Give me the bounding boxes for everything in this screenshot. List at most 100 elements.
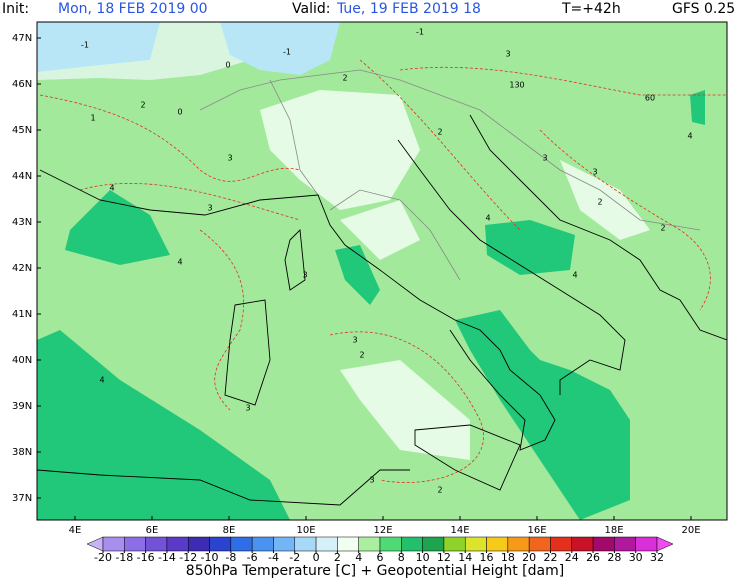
lat-label: 47N [12,33,32,44]
lon-label: 4E [69,525,82,536]
contour-label: 4 [687,132,692,141]
colorbar-bin [294,536,317,552]
valid-label: Valid: [292,1,330,17]
colorbar-bin [401,536,423,552]
colorbar-tick-label: -16 [137,551,155,564]
colorbar-bin [230,536,253,552]
colorbar-bin [102,536,125,552]
warm-region [455,310,630,520]
colorbar-tick-label: 6 [377,551,384,564]
colorbar-bin [124,536,146,552]
colorbar-tick-label: -10 [201,551,219,564]
colorbar-tick-label: -8 [225,551,236,564]
contour-label: 3 [505,50,510,59]
contour-label: 3 [245,404,250,413]
colorbar-tick-label: 30 [629,551,643,564]
lat-label: 46N [12,79,32,90]
contour-label: -1 [388,16,396,25]
contour-label: 0 [225,61,230,70]
colorbar-bin [251,536,274,552]
colorbar-tick-label: 24 [565,551,579,564]
lon-label: 18E [604,525,623,536]
warm-region [690,90,705,125]
contour-label: 2 [342,74,347,83]
colorbar-bin [209,536,232,552]
contour-label: -1 [81,41,89,50]
cold-region [220,22,340,75]
contour-label: 3 [227,154,232,163]
model-name: GFS 0.25 [672,1,735,17]
isotherms [39,59,727,483]
colorbar-tick-label: -6 [247,551,258,564]
colorbar-tick-label: 16 [480,551,494,564]
contour-label: 2 [437,486,442,495]
contour-label: 4 [485,214,490,223]
warm-region [65,190,170,265]
cold-region [37,22,160,72]
colorbar-bin [507,536,530,552]
colorbar-tick-label: 2 [334,551,341,564]
colorbar-tick-label: -14 [158,551,176,564]
init-time: Mon, 18 FEB 2019 00 [58,1,208,17]
borders [199,69,701,281]
map-frame [36,21,728,521]
lat-label: 42N [12,263,32,274]
lon-label: 20E [681,525,700,536]
colorbar-tick-label: -4 [268,551,279,564]
colorbar-tick-label: -18 [115,551,133,564]
colorbar-bin [273,536,296,552]
contour-label: 4 [177,258,182,267]
contour-label: 2 [437,128,442,137]
colorbar-bin [614,536,636,552]
header: Init: Mon, 18 FEB 2019 00 Valid: Tue, 19… [2,1,735,17]
lat-label: 38N [12,447,32,458]
lat-label: 44N [12,171,32,182]
colorbar-bin [358,536,381,552]
colorbar-bin [187,536,210,552]
colorbar-tick-label: 8 [398,551,405,564]
lon-label: 14E [450,525,469,536]
contour-label: 3 [302,271,307,280]
colorbar-tick-label: 20 [522,551,536,564]
valid-time: Tue, 19 FEB 2019 18 [336,1,481,17]
colorbar-tick-label: 22 [543,551,557,564]
contour-label: 3 [207,204,212,213]
lon-label: 10E [296,525,315,536]
lat-label: 39N [12,401,32,412]
colorbar-tick-label: -20 [94,551,112,564]
colorbar-bin [337,536,359,552]
colorbar-bin [528,536,551,552]
contour-label: 2 [597,198,602,207]
contour-label: 2 [660,224,665,233]
contour-label: 60 [645,94,655,103]
contour-label: -1 [416,28,424,37]
colorbar-tick-label: 10 [416,551,430,564]
colorbar-tick-label: 28 [607,551,621,564]
lat-label: 41N [12,309,32,320]
lat-label: 43N [12,217,32,228]
contour-label: 2 [140,101,145,110]
contour-label: 3 [542,154,547,163]
colorbar-bin [464,536,487,552]
colorbar-bin [166,536,189,552]
init-label: Init: [2,1,29,17]
warm-region [335,245,380,305]
colorbar-arrow [656,536,674,552]
lon-label: 8E [223,525,236,536]
lat-label: 45N [12,125,32,136]
colorbar-bin [635,536,658,552]
colorbar-bin [315,536,338,552]
lead-time: T=+42h [561,1,621,17]
pale-region [260,90,420,210]
contour-label: 4 [572,271,577,280]
colorbar-tick-label: 26 [586,551,600,564]
warm-region [37,330,290,520]
colorbar-tick-label: 32 [650,551,664,564]
contour-label: 130 [509,81,524,90]
contour-label: 0 [177,108,182,117]
colorbar-tick-label: -12 [179,551,197,564]
colorbar-tick-label: 12 [437,551,451,564]
colorbar-tick-label: 14 [458,551,472,564]
contour-label: 3 [369,476,374,485]
